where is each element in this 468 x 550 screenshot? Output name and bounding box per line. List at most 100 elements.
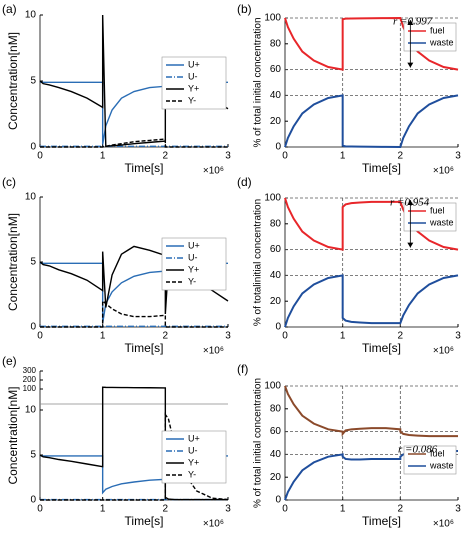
x-tick-label: 1 <box>340 151 346 162</box>
legend-box <box>403 22 457 52</box>
y-tick-label: 300 <box>23 366 37 375</box>
x-tick-label: 0 <box>37 504 43 515</box>
y-axis-label: % of total initial concentration <box>253 378 264 508</box>
legend-label: waste <box>429 217 454 227</box>
x-tick-label: 3 <box>455 331 461 342</box>
x-tick-label: 0 <box>282 151 288 162</box>
y-tick-label: 0 <box>275 142 281 153</box>
annotation: r =0.997 <box>393 16 433 28</box>
x-scale-label: ×10⁶ <box>433 166 454 177</box>
panel-label: (b) <box>237 2 252 16</box>
y-axis-label: Concentration[nM] <box>6 32 20 130</box>
y-tick-label: 80 <box>270 38 282 49</box>
series-line <box>39 386 228 501</box>
y-tick-label: 200 <box>23 375 37 384</box>
y-tick-label: 60 <box>270 426 282 437</box>
legend-label: U+ <box>188 59 200 69</box>
y-tick-label: 60 <box>270 64 282 75</box>
y-tick-label: 0 <box>30 322 36 333</box>
series-line <box>40 299 228 328</box>
panel-label: (a) <box>2 2 17 16</box>
panel-label: (e) <box>2 354 17 368</box>
y-tick-label: 0 <box>275 322 281 333</box>
x-tick-label: 3 <box>225 504 231 515</box>
legend-label: Y- <box>188 95 196 105</box>
x-axis-label: Time[s] <box>362 341 401 355</box>
y-axis-label: % of total initial concentration <box>253 17 264 147</box>
arrow-head <box>407 242 414 248</box>
y-tick-label: 20 <box>270 472 282 483</box>
x-tick-label: 3 <box>455 504 461 515</box>
y-tick-label: 5 <box>30 76 36 87</box>
x-scale-label: ×10⁶ <box>433 346 454 357</box>
y-tick-label: 0 <box>30 495 36 506</box>
x-tick-label: 0 <box>282 504 288 515</box>
x-tick-label: 0 <box>37 331 43 342</box>
y-tick-label: 40 <box>270 270 282 281</box>
y-tick-label: 5 <box>30 257 36 268</box>
arrow-head <box>407 62 414 68</box>
panel-label: (f) <box>237 362 248 376</box>
x-axis-label: Time[s] <box>362 161 401 175</box>
x-tick-label: 2 <box>398 151 404 162</box>
legend-box <box>403 202 457 232</box>
legend-label: U+ <box>188 433 200 443</box>
y-tick-label: 40 <box>270 90 282 101</box>
x-tick-label: 2 <box>163 504 169 515</box>
legend-label: Y- <box>188 469 196 479</box>
x-scale-label: ×10⁶ <box>203 346 224 357</box>
y-axis-label: % of totalinitial concentration <box>253 199 264 326</box>
arrow-head <box>407 20 414 25</box>
legend-label: U- <box>188 445 198 455</box>
x-tick-label: 0 <box>282 331 288 342</box>
y-tick-label: 10 <box>25 10 37 21</box>
x-tick-label: 3 <box>225 331 231 342</box>
legend-label: waste <box>429 460 454 470</box>
y-tick-label: 20 <box>270 116 282 127</box>
y-tick-label: 40 <box>270 449 282 460</box>
y-axis-label: Concentration[nM] <box>6 213 20 311</box>
arrow-head <box>407 200 414 205</box>
legend-label: fuel <box>430 448 445 458</box>
x-tick-label: 0 <box>37 151 43 162</box>
y-tick-label: 60 <box>270 244 282 255</box>
legend-label: Y+ <box>188 457 199 467</box>
legend-label: U+ <box>188 240 200 250</box>
y-tick-label: 10 <box>25 192 37 203</box>
legend-label: Y+ <box>188 264 199 274</box>
legend-label: U- <box>188 71 198 81</box>
y-tick-label: 80 <box>270 218 282 229</box>
panel-label: (d) <box>237 175 252 189</box>
legend-label: fuel <box>430 205 445 215</box>
series-line <box>284 274 459 328</box>
legend-label: waste <box>429 37 454 47</box>
x-tick-label: 2 <box>163 151 169 162</box>
x-tick-label: 2 <box>398 331 404 342</box>
x-axis-label: Time[s] <box>125 161 164 175</box>
x-axis-label: Time[s] <box>125 341 164 355</box>
panel-label: (c) <box>2 175 16 189</box>
y-tick-label: 100 <box>23 384 37 393</box>
series-line <box>284 385 458 438</box>
x-tick-label: 2 <box>398 504 404 515</box>
series-line <box>40 138 228 148</box>
x-axis-label: Time[s] <box>125 514 164 528</box>
x-scale-label: ×10⁶ <box>433 519 454 530</box>
legend-label: Y- <box>188 276 196 286</box>
legend-label: Y+ <box>188 83 199 93</box>
x-tick-label: 1 <box>100 151 106 162</box>
x-scale-label: ×10⁶ <box>203 519 224 530</box>
legend-label: U- <box>188 252 198 262</box>
y-tick-label: 10 <box>25 405 37 416</box>
y-tick-label: 0 <box>275 495 281 506</box>
x-tick-label: 1 <box>100 504 106 515</box>
y-tick-label: 5 <box>30 450 36 461</box>
x-tick-label: 1 <box>340 504 346 515</box>
y-tick-label: 100 <box>264 13 281 24</box>
y-tick-label: 100 <box>264 381 281 392</box>
x-axis-label: Time[s] <box>362 514 401 528</box>
y-axis-label: Concentration[nM] <box>6 386 20 484</box>
x-scale-label: ×10⁶ <box>203 166 224 177</box>
legend-box <box>403 445 457 475</box>
